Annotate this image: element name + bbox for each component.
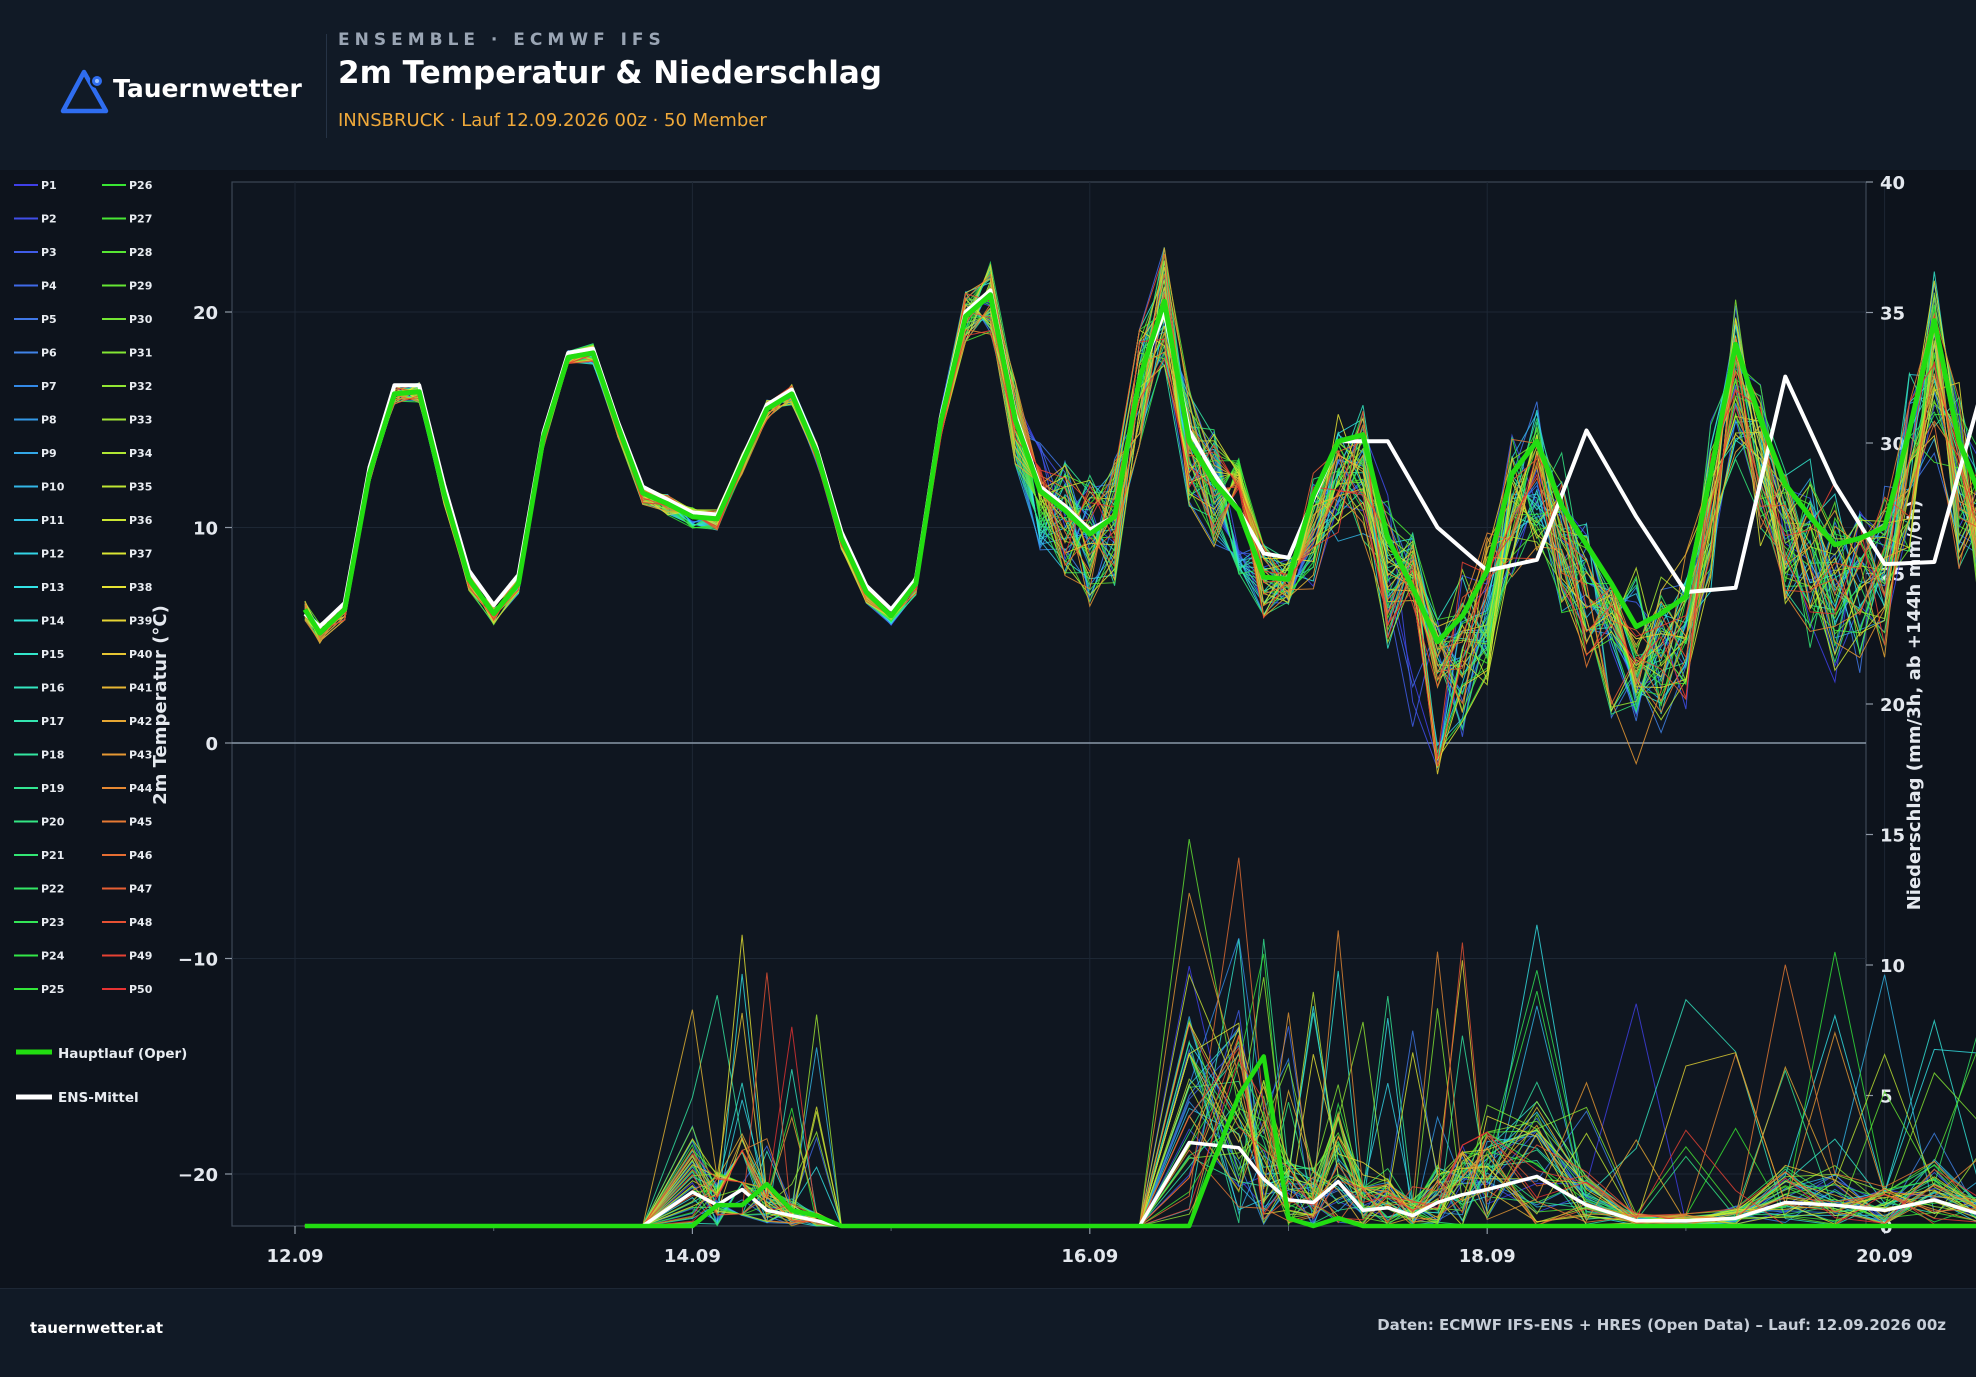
legend-label-P2: P2 — [41, 213, 57, 226]
legend-label-P22: P22 — [41, 883, 64, 896]
legend-label-P15: P15 — [41, 648, 64, 661]
legend-label-P13: P13 — [41, 581, 64, 594]
legend-label-P45: P45 — [129, 816, 152, 829]
legend-label-P25: P25 — [41, 983, 64, 996]
y-right-tick-label: 15 — [1880, 826, 1905, 847]
legend-label-P6: P6 — [41, 347, 57, 360]
legend-label-P23: P23 — [41, 916, 64, 929]
x-tick-label: 20.09 — [1856, 1246, 1913, 1267]
run-subtitle: INNSBRUCK · Lauf 12.09.2026 00z · 50 Mem… — [338, 110, 767, 131]
legend-label-P7: P7 — [41, 380, 57, 393]
y-right-tick-label: 10 — [1880, 956, 1905, 977]
plot-area — [231, 181, 1867, 1227]
legend-label-P44: P44 — [129, 782, 153, 795]
legend-label-P43: P43 — [129, 749, 152, 762]
legend-label-P12: P12 — [41, 548, 64, 561]
legend-label-P29: P29 — [129, 280, 152, 293]
y-left-tick-label: 20 — [193, 303, 218, 324]
legend-label-P33: P33 — [129, 414, 152, 427]
legend-label-P40: P40 — [129, 648, 153, 661]
legend-label-P39: P39 — [129, 615, 152, 628]
footer: tauernwetter.at Daten: ECMWF IFS-ENS + H… — [0, 1288, 1976, 1377]
oper-temp-line — [302, 292, 1976, 645]
legend-label-P50: P50 — [129, 983, 153, 996]
y-right-axis-label: Niederschlag (mm/3h, ab +144h mm/6h) — [1904, 500, 1925, 911]
legend-label-P18: P18 — [41, 749, 64, 762]
legend-label-P36: P36 — [129, 514, 153, 527]
header: Tauernwetter ENSEMBLE · ECMWF IFS 2m Tem… — [0, 0, 1976, 170]
legend-label-P38: P38 — [129, 581, 152, 594]
legend-label-P3: P3 — [41, 246, 57, 259]
y-left-tick-label: 0 — [205, 734, 218, 755]
y-right-tick-label: 5 — [1880, 1087, 1893, 1108]
ensemble-chart: 12.0914.0916.0918.0920.0922.0924.0926.09… — [14, 173, 1976, 1267]
legend-label-P9: P9 — [41, 447, 57, 460]
y-right-tick-label: 20 — [1880, 695, 1905, 716]
page-title: 2m Temperatur & Niederschlag — [338, 55, 882, 91]
y-left-axis-label: 2m Temperatur (°C) — [150, 605, 171, 805]
x-tick-label: 16.09 — [1061, 1246, 1118, 1267]
legend-label-P35: P35 — [129, 481, 152, 494]
legend-label-P16: P16 — [41, 682, 65, 695]
footer-site-link[interactable]: tauernwetter.at — [30, 1319, 164, 1337]
legend-label-P27: P27 — [129, 213, 152, 226]
x-tick-label: 18.09 — [1459, 1246, 1516, 1267]
triangle-logo-icon — [60, 69, 109, 114]
y-right-tick-label: 35 — [1880, 304, 1905, 325]
legend-label-P31: P31 — [129, 347, 152, 360]
legend-label-mean: ENS-Mittel — [58, 1090, 139, 1106]
oper-precip-line — [304, 1054, 1976, 1229]
x-tick-label: 14.09 — [664, 1246, 721, 1267]
legend-label-P17: P17 — [41, 715, 64, 728]
legend-label-P48: P48 — [129, 916, 152, 929]
legend-label-P14: P14 — [41, 615, 65, 628]
member-temp-line-P38 — [304, 293, 1976, 767]
legend-label-P1: P1 — [41, 179, 57, 192]
y-left-tick-label: −10 — [178, 950, 218, 971]
legend-label-P28: P28 — [129, 246, 152, 259]
legend-label-P19: P19 — [41, 782, 64, 795]
legend-label-P49: P49 — [129, 950, 152, 963]
member-temp-line-P50 — [304, 292, 1976, 767]
member-temp-line-P40 — [304, 286, 1976, 694]
x-tick-label: 12.09 — [267, 1246, 324, 1267]
legend-label-P11: P11 — [41, 514, 64, 527]
footer-data-source: Daten: ECMWF IFS-ENS + HRES (Open Data) … — [1377, 1316, 1946, 1334]
legend-label-P34: P34 — [129, 447, 153, 460]
eyebrow-label: ENSEMBLE · ECMWF IFS — [338, 30, 666, 50]
legend-label-P37: P37 — [129, 548, 152, 561]
legend-label-P30: P30 — [129, 313, 153, 326]
legend-label-P42: P42 — [129, 715, 152, 728]
legend-label-P5: P5 — [41, 313, 57, 326]
legend-label-P46: P46 — [129, 849, 153, 862]
member-temp-line-P39 — [304, 263, 1976, 775]
legend-label-P26: P26 — [129, 179, 153, 192]
y-right-tick-label: 40 — [1880, 173, 1905, 194]
legend-label-P20: P20 — [41, 816, 65, 829]
legend-label-P10: P10 — [41, 481, 65, 494]
legend-label-P32: P32 — [129, 380, 152, 393]
header-divider — [326, 34, 327, 138]
legend-label-P8: P8 — [41, 414, 57, 427]
legend-label-P4: P4 — [41, 280, 57, 293]
y-left-tick-label: 10 — [193, 519, 218, 540]
legend-label-P41: P41 — [129, 682, 152, 695]
legend-label-P21: P21 — [41, 849, 64, 862]
y-left-tick-label: −20 — [178, 1165, 218, 1186]
legend-label-oper: Hauptlauf (Oper) — [58, 1046, 187, 1062]
legend-label-P47: P47 — [129, 883, 152, 896]
legend-label-P24: P24 — [41, 950, 65, 963]
brand-name: Tauernwetter — [113, 74, 302, 103]
